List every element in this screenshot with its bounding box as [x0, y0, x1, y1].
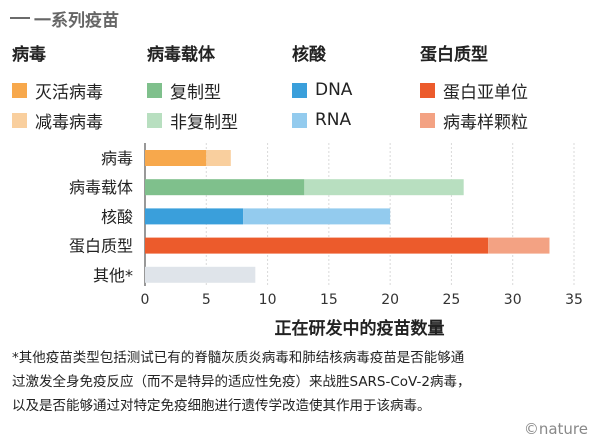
category-label: 病毒	[101, 149, 133, 168]
x-tick-label: 30	[504, 292, 522, 308]
footnote: *其他疫苗类型包括测试已有的脊髓灰质炎病毒和肺结核病毒疫苗是否能够通 过激发全身…	[12, 346, 572, 418]
title-rule	[10, 17, 30, 19]
category-label: 核酸	[101, 207, 133, 226]
legend-item: 灭活病毒	[12, 75, 103, 105]
bar-segment	[243, 208, 391, 225]
x-tick-label: 15	[320, 292, 338, 308]
legend-swatch	[12, 112, 27, 128]
bar-segment	[145, 179, 305, 196]
x-tick-label: 25	[443, 292, 461, 308]
category-label: 其他*	[93, 266, 133, 285]
bar-segment	[145, 237, 489, 254]
legend-item: 病毒样颗粒	[420, 105, 528, 135]
legend-item: 非复制型	[147, 105, 238, 135]
footnote-line: *其他疫苗类型包括测试已有的脊髓灰质炎病毒和肺结核病毒疫苗是否能够通	[12, 350, 465, 366]
legend-swatch	[292, 82, 307, 98]
legend-swatch	[420, 82, 435, 98]
legend-group: 蛋白质型蛋白亚单位病毒样颗粒	[420, 40, 528, 135]
category-label: 蛋白质型	[69, 237, 133, 256]
legend-item: 复制型	[147, 75, 238, 105]
legend-swatch	[12, 82, 27, 98]
legend-swatch	[147, 112, 162, 128]
legend-group: 病毒载体复制型非复制型	[147, 40, 238, 135]
legend-label: 复制型	[170, 82, 221, 103]
footnote-line: 以及是否能够通过对特定免疫细胞进行遗传学改造使其作用于该病毒。	[12, 398, 431, 414]
nature-credit: ©nature	[523, 420, 588, 438]
x-tick-label: 5	[202, 292, 211, 308]
x-tick-label: 10	[259, 292, 277, 308]
legend-swatch	[147, 82, 162, 98]
bar-segment	[488, 237, 550, 254]
legend-label: 减毒病毒	[35, 112, 103, 133]
x-axis-label: 正在研发中的疫苗数量	[275, 318, 445, 339]
bar-segment	[145, 208, 244, 225]
legend-heading: 病毒	[12, 45, 46, 65]
legend-item: 蛋白亚单位	[420, 75, 528, 105]
legend-item: DNA	[292, 75, 352, 105]
legend-group: 核酸 DNA RNA	[292, 40, 352, 135]
legend-label: 病毒样颗粒	[443, 112, 528, 133]
x-tick-label: 20	[381, 292, 399, 308]
legend-swatch	[420, 112, 435, 128]
legend-item: RNA	[292, 105, 352, 135]
legend-group: 病毒灭活病毒减毒病毒	[12, 40, 103, 135]
legend-heading: 核酸	[292, 45, 326, 65]
x-tick-label: 35	[565, 292, 583, 308]
legend-label: 蛋白亚单位	[443, 82, 528, 103]
footnote-line: 过激发全身免疫反应（而不是特异的适应性免疫）来战胜SARS-CoV-2病毒，	[12, 374, 471, 390]
category-label: 病毒载体	[69, 178, 133, 197]
bar-segment	[206, 150, 231, 166]
legend-item: 减毒病毒	[12, 105, 103, 135]
legend-heading: 蛋白质型	[420, 45, 488, 65]
bar-segment	[145, 150, 207, 166]
bar-segment	[145, 266, 256, 283]
legend-label: DNA	[315, 80, 353, 100]
legend-heading: 病毒载体	[147, 45, 215, 65]
chart-title: 一系列疫苗	[34, 11, 119, 31]
x-tick-label: 0	[141, 292, 150, 308]
legend-label: 非复制型	[170, 112, 238, 133]
bar-segment	[304, 179, 464, 196]
legend-label: 灭活病毒	[35, 82, 103, 103]
legend-swatch	[292, 112, 307, 128]
legend-label: RNA	[315, 110, 352, 130]
